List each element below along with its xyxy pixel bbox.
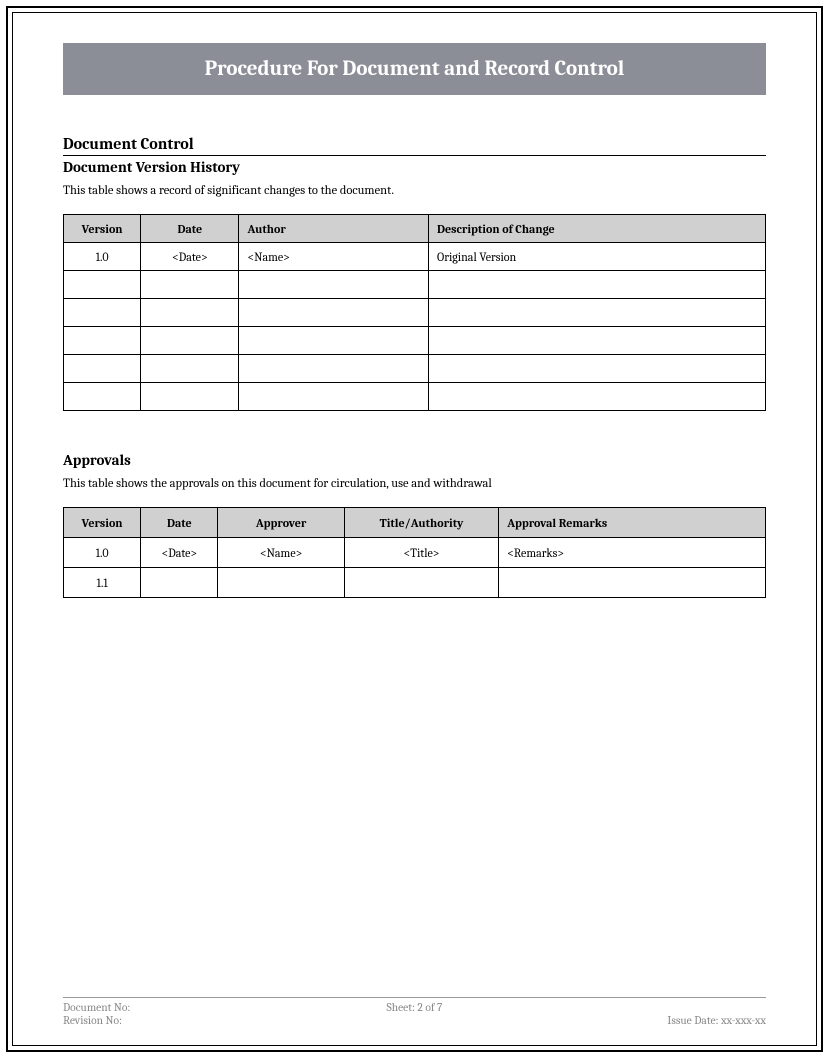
table-row bbox=[64, 327, 766, 355]
footer-spacer bbox=[297, 1014, 531, 1027]
cell: <Name> bbox=[218, 538, 344, 568]
col-date: Date bbox=[141, 508, 218, 538]
subsection-heading-version-history: Document Version History bbox=[63, 158, 766, 176]
cell: 1.1 bbox=[64, 568, 141, 598]
cell bbox=[64, 383, 141, 411]
col-approver: Approver bbox=[218, 508, 344, 538]
cell bbox=[499, 568, 766, 598]
table-header-row: Version Date Author Description of Chang… bbox=[64, 215, 766, 243]
cell bbox=[239, 299, 429, 327]
cell: <Date> bbox=[141, 243, 239, 271]
approvals-intro: This table shows the approvals on this d… bbox=[63, 477, 766, 491]
table-row bbox=[64, 271, 766, 299]
approvals-table: Version Date Approver Title/Authority Ap… bbox=[63, 507, 766, 598]
table-row bbox=[64, 299, 766, 327]
col-version: Version bbox=[64, 508, 141, 538]
table-row: 1.1 bbox=[64, 568, 766, 598]
page-footer: Document No: Sheet: 2 of 7 Revision No: … bbox=[63, 997, 766, 1027]
cell bbox=[141, 327, 239, 355]
col-description: Description of Change bbox=[429, 215, 766, 243]
cell bbox=[64, 327, 141, 355]
table-row: 1.0 <Date> <Name> <Title> <Remarks> bbox=[64, 538, 766, 568]
cell bbox=[239, 271, 429, 299]
footer-document-no: Document No: bbox=[63, 1001, 297, 1014]
table-row bbox=[64, 355, 766, 383]
cell bbox=[429, 299, 766, 327]
cell: <Name> bbox=[239, 243, 429, 271]
cell bbox=[429, 271, 766, 299]
cell bbox=[239, 327, 429, 355]
cell bbox=[429, 383, 766, 411]
col-author: Author bbox=[239, 215, 429, 243]
cell: 1.0 bbox=[64, 243, 141, 271]
cell bbox=[429, 355, 766, 383]
cell bbox=[218, 568, 344, 598]
col-version: Version bbox=[64, 215, 141, 243]
cell bbox=[141, 299, 239, 327]
cell bbox=[64, 299, 141, 327]
cell: <Remarks> bbox=[499, 538, 766, 568]
table-header-row: Version Date Approver Title/Authority Ap… bbox=[64, 508, 766, 538]
cell bbox=[64, 355, 141, 383]
cell bbox=[141, 355, 239, 383]
table-row bbox=[64, 383, 766, 411]
footer-sheet: Sheet: 2 of 7 bbox=[297, 1001, 531, 1014]
col-title-authority: Title/Authority bbox=[344, 508, 498, 538]
page-inner-border: Procedure For Document and Record Contro… bbox=[12, 12, 817, 1046]
cell bbox=[141, 383, 239, 411]
title-banner: Procedure For Document and Record Contro… bbox=[63, 43, 766, 95]
cell bbox=[344, 568, 498, 598]
section-heading-document-control: Document Control bbox=[63, 135, 766, 156]
col-date: Date bbox=[141, 215, 239, 243]
footer-issue-date: Issue Date: xx-xxx-xx bbox=[532, 1014, 766, 1027]
cell bbox=[239, 383, 429, 411]
cell: Original Version bbox=[429, 243, 766, 271]
table-row: 1.0 <Date> <Name> Original Version bbox=[64, 243, 766, 271]
cell bbox=[429, 327, 766, 355]
cell: 1.0 bbox=[64, 538, 141, 568]
page-outer-border: Procedure For Document and Record Contro… bbox=[6, 6, 823, 1052]
cell bbox=[64, 271, 141, 299]
cell bbox=[239, 355, 429, 383]
subsection-heading-approvals: Approvals bbox=[63, 451, 766, 469]
version-history-table: Version Date Author Description of Chang… bbox=[63, 214, 766, 411]
cell bbox=[141, 568, 218, 598]
col-approval-remarks: Approval Remarks bbox=[499, 508, 766, 538]
version-history-intro: This table shows a record of significant… bbox=[63, 184, 766, 198]
cell bbox=[141, 271, 239, 299]
cell: <Title> bbox=[344, 538, 498, 568]
footer-revision-no: Revision No: bbox=[63, 1014, 297, 1027]
footer-spacer bbox=[532, 1001, 766, 1014]
cell: <Date> bbox=[141, 538, 218, 568]
